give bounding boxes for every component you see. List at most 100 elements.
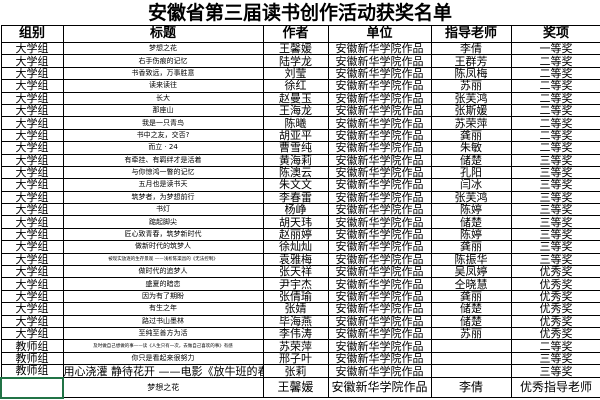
title-cell[interactable]: 读来读往 (62, 79, 264, 93)
award-cell[interactable]: 三等奖 (510, 240, 600, 254)
header-award[interactable]: 奖项 (510, 25, 600, 43)
group-cell[interactable]: 大学组 (0, 128, 64, 143)
title-cell[interactable]: 书灯 (62, 203, 264, 217)
unit-cell[interactable]: 安徽新华学院作品 (327, 153, 432, 167)
unit-cell[interactable]: 安徽新华学院作品 (327, 41, 432, 56)
author-cell[interactable]: 刘莹 (262, 66, 329, 81)
title-cell[interactable]: 而立 · 24 (62, 141, 264, 155)
group-cell[interactable]: 大学组 (0, 153, 64, 167)
title-cell[interactable]: 五月也是读书天 (62, 178, 264, 192)
group-cell[interactable]: 大学组 (0, 116, 64, 130)
advisor-cell[interactable]: 李倩 (430, 377, 512, 399)
advisor-cell[interactable]: 苏丽 (430, 326, 512, 341)
advisor-cell[interactable]: 孔阳 (430, 165, 512, 180)
group-cell[interactable]: 教师组 (0, 364, 64, 379)
author-cell[interactable]: 王馨媛 (262, 41, 329, 56)
author-cell[interactable]: 黄海莉 (262, 153, 329, 167)
title-cell[interactable]: 被现实放逐的生存景观 ——浅析陈渠昌的《无法控制》 (62, 252, 264, 267)
advisor-cell[interactable]: 王群芳 (430, 54, 512, 68)
award-cell[interactable]: 优秀奖 (510, 326, 600, 341)
title-cell[interactable]: 匠心致青春，筑梦新时代 (62, 227, 264, 242)
group-cell[interactable]: 教师组 (0, 339, 64, 353)
group-cell[interactable]: 大学组 (0, 277, 64, 291)
advisor-cell[interactable]: 龚丽 (430, 128, 512, 143)
author-cell[interactable]: 徐红 (262, 79, 329, 93)
title-cell[interactable]: 与你惊鸿一瞥的记忆 (62, 165, 264, 180)
author-cell[interactable]: 毕海燕 (262, 314, 329, 329)
unit-cell[interactable]: 安徽新华学院作品 (327, 227, 432, 242)
award-cell[interactable]: 三等奖 (510, 227, 600, 242)
advisor-cell[interactable]: 龚丽 (430, 289, 512, 304)
unit-cell[interactable]: 安徽新华学院作品 (327, 364, 432, 379)
advisor-cell[interactable]: 吴凤婷 (430, 265, 512, 279)
award-cell[interactable]: 优秀奖 (510, 314, 600, 329)
unit-cell[interactable]: 安徽新华学院作品 (327, 351, 432, 366)
title-cell[interactable]: 书香致远，万事胜意 (62, 66, 264, 81)
group-cell[interactable]: 大学组 (0, 141, 64, 155)
author-cell[interactable]: 胡天玮 (262, 215, 329, 229)
group-cell[interactable]: 大学组 (0, 91, 64, 105)
author-cell[interactable]: 陈澳云 (262, 165, 329, 180)
author-cell[interactable]: 胡亚平 (262, 128, 329, 143)
title-cell[interactable]: 因为有了期盼 (62, 289, 264, 304)
advisor-cell[interactable]: 储楚 (430, 302, 512, 316)
group-cell[interactable]: 大学组 (0, 227, 64, 242)
advisor-cell[interactable]: 张芙鸿 (430, 91, 512, 105)
unit-cell[interactable]: 安徽新华学院作品 (327, 54, 432, 68)
author-cell[interactable]: 邢子叶 (262, 351, 329, 366)
title-cell[interactable]: 你只是看起来很努力 (62, 351, 264, 366)
unit-cell[interactable]: 安徽新华学院作品 (327, 91, 432, 105)
header-advisor[interactable]: 指导老师 (430, 25, 512, 43)
award-cell[interactable]: 二等奖 (510, 66, 600, 81)
author-cell[interactable]: 张天祥 (262, 265, 329, 279)
award-cell[interactable]: 三等奖 (510, 351, 600, 366)
advisor-cell[interactable]: 朱敏 (430, 141, 512, 155)
group-cell[interactable]: 大学组 (0, 314, 64, 329)
advisor-cell[interactable] (430, 351, 512, 366)
award-cell[interactable]: 二等奖 (510, 116, 600, 130)
advisor-cell[interactable]: 苏丽 (430, 79, 512, 93)
award-cell[interactable]: 二等奖 (510, 54, 600, 68)
selected-cell[interactable] (0, 376, 64, 399)
title-cell[interactable]: 梦想之花 (62, 377, 264, 399)
author-cell[interactable]: 张倩瑜 (262, 289, 329, 304)
unit-cell[interactable]: 安徽新华学院作品 (327, 165, 432, 180)
award-cell[interactable]: 三等奖 (510, 364, 600, 379)
header-unit[interactable]: 单位 (327, 25, 432, 43)
unit-cell[interactable]: 安徽新华学院作品 (327, 265, 432, 279)
award-cell[interactable]: 优秀奖 (510, 265, 600, 279)
unit-cell[interactable]: 安徽新华学院作品 (327, 79, 432, 93)
author-cell[interactable]: 朱文文 (262, 178, 329, 192)
unit-cell[interactable]: 安徽新华学院作品 (327, 277, 432, 291)
group-cell[interactable]: 大学组 (0, 190, 64, 205)
group-cell[interactable]: 大学组 (0, 54, 64, 68)
title-cell[interactable]: 盛夏的暗恋 (62, 277, 264, 291)
author-cell[interactable]: 徐灿灿 (262, 240, 329, 254)
advisor-cell[interactable]: 储楚 (430, 314, 512, 329)
unit-cell[interactable]: 安徽新华学院作品 (327, 314, 432, 329)
unit-cell[interactable]: 安徽新华学院作品 (327, 178, 432, 192)
award-cell[interactable]: 三等奖 (510, 203, 600, 217)
award-cell[interactable]: 三等奖 (510, 252, 600, 267)
author-cell[interactable]: 赵丽婷 (262, 227, 329, 242)
author-cell[interactable]: 张婧 (262, 302, 329, 316)
unit-cell[interactable]: 安徽新华学院作品 (327, 141, 432, 155)
advisor-cell[interactable] (430, 339, 512, 353)
group-cell[interactable]: 教师组 (0, 351, 64, 366)
group-cell[interactable]: 大学组 (0, 165, 64, 180)
author-cell[interactable]: 王馨媛 (262, 377, 329, 399)
author-cell[interactable]: 袁雅梅 (262, 252, 329, 267)
unit-cell[interactable]: 安徽新华学院作品 (327, 252, 432, 267)
award-cell[interactable]: 三等奖 (510, 165, 600, 180)
advisor-cell[interactable]: 储楚 (430, 153, 512, 167)
author-cell[interactable]: 苏荣萍 (262, 339, 329, 353)
advisor-cell[interactable]: 陈婷 (430, 227, 512, 242)
author-cell[interactable]: 王海龙 (262, 103, 329, 118)
award-cell[interactable]: 二等奖 (510, 141, 600, 155)
unit-cell[interactable]: 安徽新华学院作品 (327, 66, 432, 81)
award-cell[interactable]: 三等奖 (510, 153, 600, 167)
author-cell[interactable]: 尹宇杰 (262, 277, 329, 291)
author-cell[interactable]: 曹雪纯 (262, 141, 329, 155)
author-cell[interactable]: 陈曦 (262, 116, 329, 130)
unit-cell[interactable]: 安徽新华学院作品 (327, 116, 432, 130)
